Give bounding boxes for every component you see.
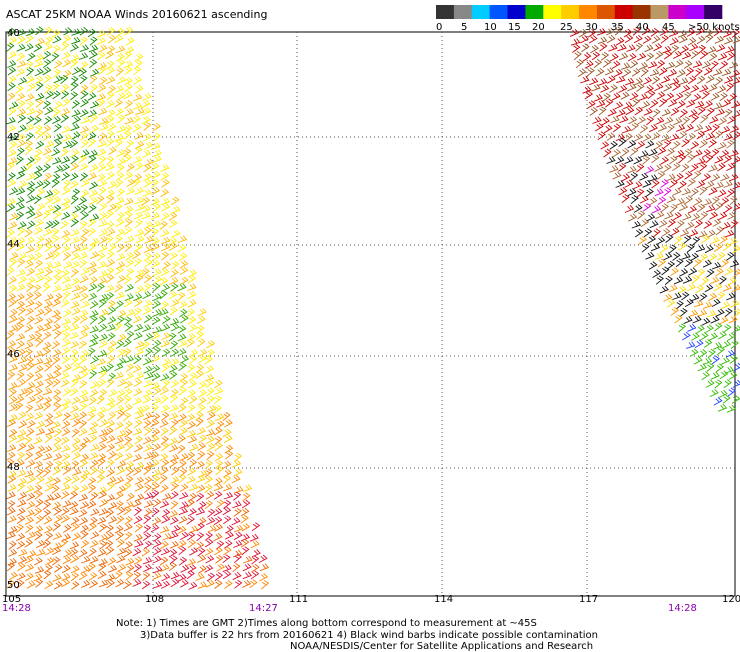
colorbar-swatch: [454, 5, 472, 19]
colorbar-swatch: [651, 5, 669, 19]
note-line-1: Note: 1) Times are GMT 2)Times along bot…: [116, 618, 537, 629]
colorbar-swatch: [704, 5, 722, 19]
colorbar-swatch: [436, 5, 454, 19]
lon-label-111: 111: [289, 594, 308, 605]
colorbar-swatch: [490, 5, 508, 19]
wind-speed-colorbar: [0, 0, 740, 40]
colorbar-swatch: [525, 5, 543, 19]
lon-label-114: 114: [434, 594, 453, 605]
colorbar-label: 30: [585, 22, 598, 33]
lat-label-40: 40: [7, 28, 20, 39]
lat-label-46: 46: [7, 349, 20, 360]
colorbar-label: 35: [611, 22, 624, 33]
colorbar-swatch: [615, 5, 633, 19]
colorbar-swatch: [597, 5, 615, 19]
colorbar-swatch: [508, 5, 526, 19]
colorbar-swatch: [543, 5, 561, 19]
time-label-left-start: 14:28: [2, 603, 31, 614]
colorbar-label: 10: [484, 22, 497, 33]
colorbar-label: >50 knots: [688, 22, 740, 33]
lon-label-117: 117: [579, 594, 598, 605]
time-label-left-end: 14:27: [249, 603, 278, 614]
colorbar-swatch: [579, 5, 597, 19]
colorbar-label: 40: [636, 22, 649, 33]
lat-label-44: 44: [7, 239, 20, 250]
lat-label-50: 50: [7, 580, 20, 591]
colorbar-label: 45: [662, 22, 675, 33]
colorbar-swatch: [561, 5, 579, 19]
lon-label-108: 108: [145, 594, 164, 605]
lon-label-120: 120: [722, 594, 740, 605]
colorbar-swatch: [686, 5, 704, 19]
colorbar-swatch: [472, 5, 490, 19]
lat-label-42: 42: [7, 132, 20, 143]
colorbar-label: 15: [508, 22, 521, 33]
lat-label-48: 48: [7, 462, 20, 473]
colorbar-label: 20: [532, 22, 545, 33]
colorbar-swatch: [633, 5, 651, 19]
time-label-right: 14:28: [668, 603, 697, 614]
colorbar-swatch: [668, 5, 686, 19]
colorbar-label: 5: [461, 22, 467, 33]
colorbar-label: 0: [436, 22, 442, 33]
colorbar-label: 25: [560, 22, 573, 33]
note-line-3: NOAA/NESDIS/Center for Satellite Applica…: [290, 641, 593, 652]
note-line-2: 3)Data buffer is 22 hrs from 20160621 4)…: [140, 630, 598, 641]
